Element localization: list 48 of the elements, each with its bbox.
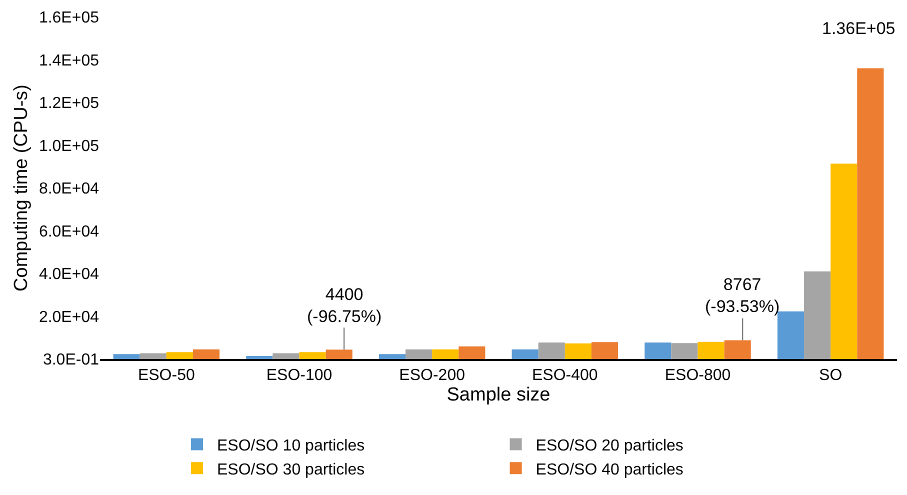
bar xyxy=(299,352,326,359)
x-tick-label: ESO-50 xyxy=(138,366,195,384)
bar xyxy=(458,346,486,359)
bar xyxy=(591,342,618,359)
y-tick-label: 8.0E+04 xyxy=(38,180,100,198)
annotation: 1.36E+05 xyxy=(822,19,896,38)
legend-label: ESO/SO 30 particles xyxy=(217,461,365,478)
bar xyxy=(538,342,565,359)
bar xyxy=(857,68,884,359)
y-tick-label: 1.0E+05 xyxy=(38,138,100,155)
x-axis-title: Sample size xyxy=(446,384,550,406)
y-tick-label: 2.0E+04 xyxy=(38,308,100,326)
bar xyxy=(113,354,140,359)
bar xyxy=(698,342,724,359)
x-tick-label: ESO-200 xyxy=(399,366,466,384)
y-tick-label: 1.4E+05 xyxy=(38,52,100,70)
bar xyxy=(671,343,698,359)
x-tick-label: ESO-100 xyxy=(266,366,332,384)
bar xyxy=(166,352,193,359)
bar xyxy=(724,340,751,359)
annotation: 4400 (-96.75%) xyxy=(307,285,382,326)
bar xyxy=(326,350,352,359)
bar xyxy=(512,349,538,359)
bar xyxy=(192,349,220,359)
bar xyxy=(406,349,432,359)
x-tick-label: ESO-800 xyxy=(664,366,731,384)
bar xyxy=(830,164,858,359)
bar xyxy=(777,311,804,359)
annotation: 8767 (-93.53%) xyxy=(705,275,780,316)
bar xyxy=(272,353,300,359)
bar xyxy=(564,343,592,359)
x-tick-label: SO xyxy=(819,366,842,384)
y-axis-title: Computing time (CPU-s) xyxy=(10,84,32,292)
y-tick-label: 1.6E+05 xyxy=(38,10,100,27)
legend-label: ESO/SO 40 particles xyxy=(536,461,684,478)
bar xyxy=(432,349,459,359)
bar xyxy=(804,271,831,359)
y-tick-label: 6.0E+04 xyxy=(38,223,100,240)
y-tick-label: 4.0E+04 xyxy=(38,266,100,284)
x-tick-label: ESO-400 xyxy=(532,366,598,384)
y-tick-label: 1.2E+05 xyxy=(38,95,100,112)
bar xyxy=(140,353,166,359)
legend-label: ESO/SO 10 particles xyxy=(217,438,365,455)
bar xyxy=(378,354,406,359)
y-tick-label: 3.0E-01 xyxy=(42,352,100,369)
bar xyxy=(246,356,273,359)
legend-label: ESO/SO 20 particles xyxy=(536,438,684,455)
bar xyxy=(644,342,672,359)
